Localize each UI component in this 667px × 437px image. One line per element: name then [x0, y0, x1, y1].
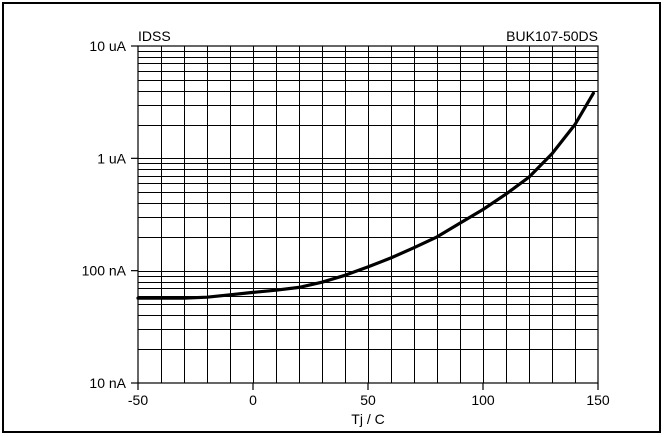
data-line: [136, 91, 595, 300]
x-axis-ticks: -50 0 50 100 150: [128, 383, 610, 408]
y-tick-label: 100 nA: [82, 263, 127, 279]
y-tick-label: 1 uA: [97, 150, 126, 166]
x-tick-label: 0: [249, 392, 257, 408]
chart-title-right: BUK107-50DS: [506, 28, 598, 44]
x-tick-label: 100: [471, 392, 495, 408]
chart-title-left: IDSS: [138, 28, 171, 44]
chart-svg: 10 nA 100 nA 1 uA 10 uA -50 0 50 100 150 IDSS B…: [82, 28, 610, 427]
x-tick-label: -50: [128, 392, 148, 408]
x-tick-label: 150: [586, 392, 610, 408]
x-axis-label: Tj / C: [351, 411, 384, 427]
grid-lines: [138, 46, 598, 383]
y-axis-ticks: 10 nA 100 nA 1 uA 10 uA: [82, 38, 138, 391]
y-tick-label: 10 uA: [89, 38, 126, 54]
x-tick-label: 50: [360, 392, 376, 408]
y-tick-label: 10 nA: [89, 375, 126, 391]
chart-frame: 10 nA 100 nA 1 uA 10 uA -50 0 50 100 150 IDSS B…: [2, 2, 661, 433]
